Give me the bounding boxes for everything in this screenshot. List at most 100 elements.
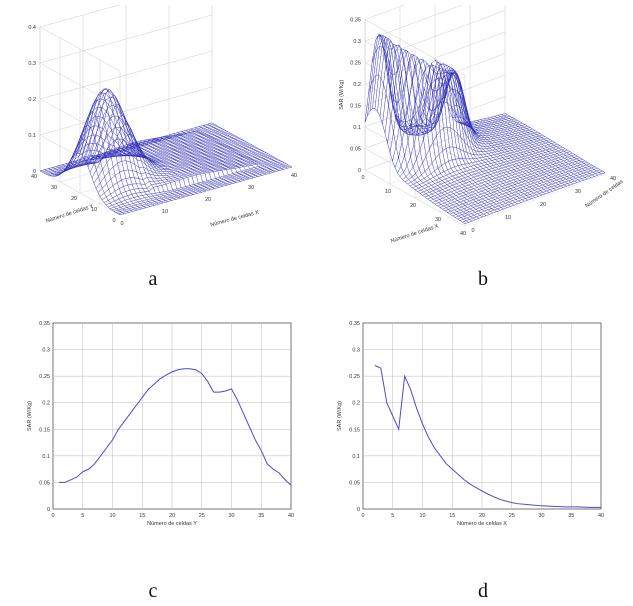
- chart-a-mesh-line: [130, 141, 211, 190]
- chart-c-xtick-label: 25: [199, 513, 205, 519]
- chart-a-ylabel: Número de celdas X: [210, 210, 260, 229]
- chart-b-mesh-line: [459, 122, 560, 189]
- chart-d-series-line: [374, 365, 601, 508]
- chart-b-mesh-line: [438, 63, 539, 197]
- chart-b-mesh-line: [375, 34, 476, 220]
- chart-a-mesh-line: [211, 122, 293, 168]
- chart-a-mesh-line: [91, 134, 172, 201]
- chart-a-mesh-line: [143, 138, 224, 187]
- chart-a-mesh-line: [181, 131, 263, 176]
- chart-c-ytick-label: 0.3: [42, 348, 50, 354]
- chart-b-mesh-line: [441, 73, 543, 196]
- chart-c-xlabel: Número de celdas Y: [147, 521, 197, 527]
- chart-c-xtick-label: 35: [258, 513, 264, 519]
- chart-c-ytick-label: 0.05: [39, 480, 50, 486]
- chart-a-mesh-line: [168, 134, 250, 180]
- chart-c-ylabel: SAR (W/Kg): [27, 401, 33, 431]
- chart-a-mesh-line: [177, 132, 258, 177]
- chart-b-mesh-line: [364, 108, 466, 224]
- chart-c-xtick-label: 40: [288, 513, 294, 519]
- chart-b-mesh-line: [371, 46, 473, 222]
- chart-b-ztick-label: 0: [358, 168, 361, 174]
- chart-a-mesh-line: [104, 150, 185, 198]
- chart-c-ytick-label: 0.2: [42, 401, 50, 407]
- chart-c-series-line: [58, 368, 292, 486]
- chart-d-ytick-label: 0.05: [349, 480, 360, 486]
- chart-b-ztick-label: 0.2: [353, 82, 361, 88]
- chart-a-mesh-line: [65, 88, 146, 208]
- chart-a-xtick-label: 10: [91, 207, 97, 213]
- chart-a-mesh-line: [74, 95, 155, 206]
- chart-a-mesh-line: [203, 125, 284, 170]
- chart-b-xtick-label: 0: [361, 175, 364, 181]
- panel-d: 0 5 10 15 20 25 30 35 40 0 0.05 0.1 0.15 0.2 0.25 0.3 0.…: [325, 315, 625, 530]
- chart-c-xtick-label: 10: [109, 513, 115, 519]
- chart-b-ytick-label: 30: [575, 189, 581, 195]
- caption-d: d: [478, 580, 488, 602]
- chart-b-mesh-line: [385, 54, 487, 216]
- chart-a-surface-mesh: [39, 88, 293, 216]
- chart-a-ztick-label: 0.4: [28, 25, 36, 31]
- chart-a-ztick-label: 0.3: [28, 61, 36, 67]
- chart-c-xtick-label: 5: [81, 513, 84, 519]
- chart-b-grid-z: [364, 5, 405, 20]
- chart-b-mesh-line: [382, 44, 483, 218]
- chart-d-ytick-label: 0.15: [349, 427, 360, 433]
- chart-b-mesh-line: [501, 114, 602, 175]
- chart-a-ytick-label: 30: [248, 185, 254, 191]
- chart-b-ylabel: Número de celdas: [584, 179, 624, 210]
- chart-a-mesh-line: [87, 123, 168, 202]
- chart-a-mesh-line: [57, 99, 138, 211]
- chart-b-mesh-line: [410, 69, 511, 207]
- chart-b-mesh-line: [417, 71, 518, 205]
- chart-d-xtick-label: 25: [509, 513, 515, 519]
- chart-a-ytick-label: 40: [291, 173, 297, 179]
- chart-d-ytick-label: 0.25: [349, 374, 360, 380]
- chart-a-mesh-line: [78, 104, 159, 205]
- chart-a-mesh-line: [95, 143, 177, 200]
- chart-c-xtick-label: 30: [228, 513, 234, 519]
- chart-b-ztick-label: 0.1: [353, 125, 361, 131]
- chart-a-mesh-line: [194, 127, 275, 172]
- chart-d-ytick-label: 0.35: [349, 321, 360, 327]
- chart-b-ztick-label: 0.05: [350, 147, 361, 153]
- chart-d-ylabel: SAR (W/Kg): [337, 401, 343, 431]
- chart-b-ztick-label: 0.3: [353, 39, 361, 45]
- chart-a-mesh-line: [190, 128, 271, 174]
- chart-c-xtick-label: 15: [139, 513, 145, 519]
- chart-a-mesh-line: [173, 133, 254, 178]
- chart-b-mesh-line: [480, 119, 581, 182]
- chart-c-ytick-label: 0.25: [39, 374, 50, 380]
- chart-a-xlabel: Número de celdas Y: [45, 203, 94, 224]
- chart-a-axes-box: [39, 5, 293, 216]
- chart-b-mesh-line: [445, 88, 546, 194]
- chart-b-mesh-line: [462, 122, 564, 188]
- chart-d-xtick-label: 10: [419, 513, 425, 519]
- chart-a-mesh-line: [125, 142, 207, 192]
- chart-b-mesh-line: [406, 67, 508, 208]
- chart-a-ztick-label: 0.2: [28, 97, 36, 103]
- chart-b-ztick-label: 0.25: [350, 61, 361, 67]
- panel-b: 0 0.05 0.1 0.15 0.2 0.25 0.3 0.35 SAR (W/Kg) 0 10 2…: [320, 5, 630, 250]
- chart-d-xtick-label: 15: [449, 513, 455, 519]
- chart-d-xtick-label: 5: [391, 513, 394, 519]
- chart-b-surface-mesh: [364, 33, 606, 224]
- chart-b-mesh-line: [448, 105, 550, 193]
- chart-b-ytick-label: 20: [540, 202, 546, 208]
- chart-a-mesh-line: [121, 143, 202, 193]
- chart-d-xtick-label: 40: [598, 513, 604, 519]
- chart-c-ytick-label: 0.35: [39, 321, 50, 327]
- chart-b-mesh-line: [490, 116, 592, 178]
- chart-d-xtick-label: 35: [568, 513, 574, 519]
- chart-b-ztick-label: 0.35: [350, 18, 361, 24]
- chart-b-mesh-line: [483, 118, 585, 181]
- chart-d-xtick-label: 30: [538, 513, 544, 519]
- chart-d-ytick-label: 0.3: [352, 348, 360, 354]
- chart-a-ztick-label: 0: [33, 169, 36, 175]
- chart-a-mesh-line: [69, 89, 151, 207]
- chart-c-xtick-label: 0: [51, 513, 54, 519]
- chart-b-xtick-label: 20: [410, 203, 416, 209]
- chart-b-ytick-label: 10: [505, 215, 511, 221]
- chart-b-mesh-line: [420, 71, 522, 203]
- chart-a-surface: 00.10.20.30.4SAR (W/Kg)40302010001020304…: [28, 5, 297, 229]
